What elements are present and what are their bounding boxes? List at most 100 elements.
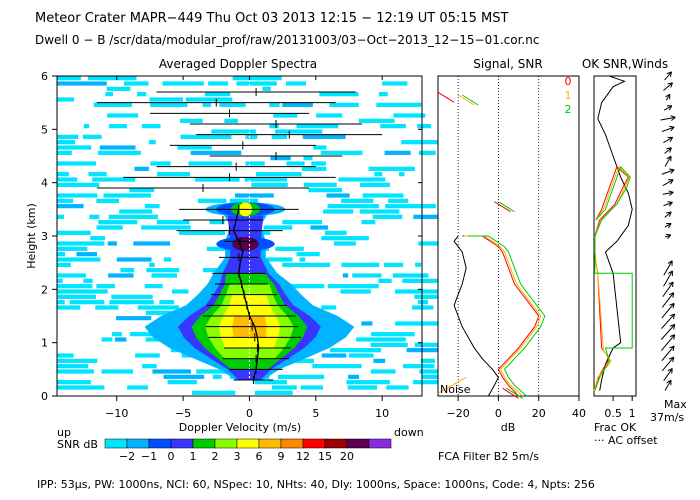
noise-patch — [57, 246, 88, 251]
noise-patch — [145, 310, 192, 315]
signal-marker — [457, 94, 475, 106]
main-panel-title: Averaged Doppler Spectra — [159, 57, 317, 71]
noise-patch — [321, 305, 337, 310]
mean-velocity-line — [232, 209, 260, 381]
noise-patch — [106, 86, 131, 91]
signal-marker — [506, 387, 523, 399]
signal-x-tick-label: −20 — [447, 407, 470, 420]
noise-patch — [101, 337, 113, 342]
wind-arrow-head — [668, 105, 673, 111]
noise-patch — [414, 294, 441, 299]
noise-patch — [133, 241, 171, 246]
noise-patch — [101, 369, 134, 374]
x-axis-label: Doppler Velocity (m/s) — [179, 421, 301, 434]
signal-panel-title: Signal, SNR — [473, 57, 542, 71]
noise-patch — [89, 214, 100, 219]
noise-patch — [370, 369, 396, 374]
noise-patch — [324, 230, 347, 235]
noise-patch — [109, 300, 154, 305]
wind-max-value: 37m/s — [650, 411, 684, 424]
colorbar-swatch — [346, 438, 370, 449]
noise-patch — [116, 257, 152, 262]
noise-patch — [234, 193, 274, 198]
noise-patch — [413, 214, 453, 219]
noise-patch — [96, 225, 123, 230]
signal-x-tick-label: 20 — [532, 407, 546, 420]
noise-patch — [402, 278, 454, 283]
up-label: up — [57, 426, 71, 439]
velocity-error-bars — [96, 88, 383, 384]
x-tick-label: −5 — [175, 407, 191, 420]
noise-patch — [206, 246, 238, 251]
noise-patch — [180, 134, 232, 139]
noise-patch — [403, 364, 435, 369]
noise-patch — [286, 161, 305, 166]
noise-patch — [277, 374, 325, 379]
noise-patch — [57, 252, 66, 257]
colorbar-tick-label: 9 — [278, 450, 285, 463]
x-tick-label: 5 — [312, 407, 319, 420]
noise-patch — [57, 76, 81, 81]
noise-patch — [97, 150, 141, 155]
y-tick-label: 1 — [41, 337, 48, 350]
wind-arrow-head — [667, 260, 673, 264]
noise-patch — [137, 92, 147, 97]
noise-patch — [236, 81, 277, 86]
noise-patch — [57, 134, 79, 139]
noise-patch — [87, 76, 137, 81]
noise-line — [437, 376, 467, 394]
wind-arrow — [661, 303, 675, 319]
noise-patch — [417, 300, 429, 305]
noise-patch — [419, 369, 444, 374]
noise-patch — [224, 118, 238, 123]
noise-patch — [76, 252, 97, 257]
noise-patch — [135, 353, 160, 358]
wind-arrow — [663, 136, 673, 144]
wind-arrow-head — [669, 168, 675, 171]
noise-patch — [380, 124, 406, 129]
wind-arrow — [662, 179, 674, 187]
colorbar-tick-label: 15 — [318, 450, 332, 463]
noise-patch — [308, 188, 343, 193]
noise-patch — [368, 166, 415, 171]
wind-arrow — [664, 71, 672, 81]
noise-patch — [148, 140, 156, 145]
wind-arrow-head — [669, 125, 675, 128]
signal-marker — [498, 201, 515, 213]
noise-patch — [346, 380, 390, 385]
noise-patch — [129, 188, 155, 193]
signal-x-label: dB — [501, 421, 516, 434]
noise-patch — [202, 102, 211, 107]
noise-patch — [108, 273, 134, 278]
noise-patch — [356, 337, 406, 342]
colorbar-swatch — [324, 438, 348, 449]
noise-patch — [192, 390, 236, 395]
noise-patch — [57, 241, 105, 246]
wind-arrow — [662, 281, 674, 297]
noise-patch — [255, 172, 302, 177]
wind-arrow — [665, 93, 671, 101]
noise-patch — [300, 385, 323, 390]
noise-patch — [373, 358, 386, 363]
wind-arrow — [663, 368, 673, 382]
noise-patch — [120, 268, 135, 273]
colorbar-tick-label: 12 — [296, 450, 310, 463]
noise-patch — [340, 289, 371, 294]
noise-patch — [347, 385, 377, 390]
noise-patch — [134, 166, 149, 171]
noise-patch — [251, 182, 288, 187]
colorbar-swatch — [148, 438, 172, 449]
noise-patch — [342, 273, 349, 278]
noise-patch — [372, 214, 403, 219]
wind-arrow-head — [665, 93, 671, 98]
noise-patch — [266, 257, 293, 262]
noise-patch — [57, 358, 98, 363]
noise-patch — [269, 102, 280, 107]
wind-arrow — [664, 223, 672, 228]
wind-arrow-head — [672, 313, 676, 320]
noise-patch — [319, 92, 359, 97]
noise-patch — [144, 284, 163, 289]
signal-panel-frame — [437, 75, 580, 397]
frac-ok-lines — [593, 75, 633, 391]
noise-patch — [149, 262, 155, 267]
